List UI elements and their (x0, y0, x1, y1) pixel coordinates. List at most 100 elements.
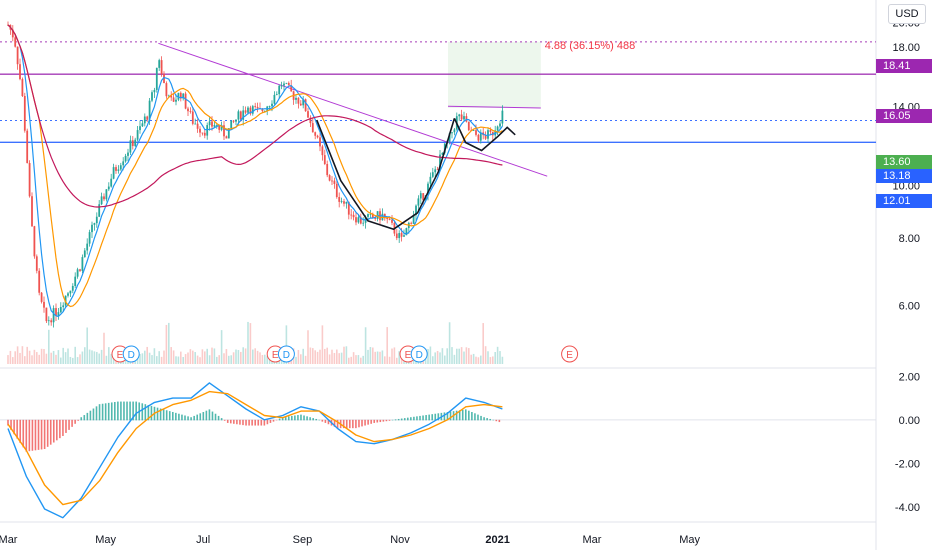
candle-body (302, 99, 305, 106)
candle-body (100, 196, 103, 205)
candle-body (287, 82, 290, 86)
candle-body (177, 92, 180, 100)
volume-bar (324, 348, 326, 364)
volume-bar (156, 356, 158, 364)
volume-bar (40, 348, 43, 364)
histogram-bar (416, 416, 418, 421)
candle-body (434, 169, 437, 173)
volume-bar (160, 356, 163, 364)
histogram-bar (226, 419, 229, 423)
price-tick-label: 10.00 (892, 180, 920, 192)
histogram-bar (80, 417, 83, 421)
histogram-bar (492, 419, 495, 421)
candle-body (215, 124, 218, 126)
volume-bar (367, 349, 369, 364)
volume-bar (460, 347, 463, 364)
volume-bar (230, 355, 232, 364)
time-tick-label: 2021 (485, 534, 509, 546)
candle-body (112, 167, 115, 179)
volume-bar (326, 347, 328, 364)
candle-body (134, 139, 137, 147)
candle-body (369, 213, 372, 215)
volume-bar (468, 348, 470, 364)
candle-body (98, 204, 101, 217)
histogram-bar (324, 419, 327, 423)
oscillator-tick-label: -4.00 (895, 502, 920, 514)
histogram-bar (147, 405, 150, 421)
candle-body (95, 216, 98, 224)
volume-bar (86, 327, 88, 364)
event-circle (277, 345, 295, 363)
histogram-bar (495, 419, 498, 422)
histogram-bar (104, 403, 107, 421)
histogram-bar (34, 419, 37, 451)
histogram-bar (156, 407, 159, 421)
histogram-bar (110, 402, 113, 421)
candle-body (141, 123, 144, 127)
currency-button[interactable]: USD (888, 4, 926, 24)
histogram-bar (120, 401, 122, 421)
candle-body (439, 154, 441, 170)
candle-body (309, 117, 312, 124)
candle-body (43, 301, 45, 308)
histogram-bar (175, 412, 177, 421)
volume-bar (480, 355, 482, 364)
histogram-bar (410, 417, 412, 421)
volume-bar (494, 352, 496, 364)
volume-bar (151, 355, 153, 364)
volume-bar (484, 346, 487, 364)
volume-bar (141, 353, 144, 364)
volume-bar (295, 356, 297, 364)
event-label: D (128, 350, 135, 361)
candle-body (148, 100, 151, 120)
volume-bar (256, 350, 259, 364)
histogram-bar (486, 418, 488, 421)
candle-body (436, 169, 439, 171)
histogram-bar (428, 414, 430, 421)
volume-bar (338, 353, 340, 364)
moving-average-mid (7, 24, 503, 308)
candle-body (110, 178, 113, 187)
volume-bar (144, 350, 146, 364)
candle-body (189, 111, 192, 112)
candle-body (172, 97, 175, 102)
volume-bar (60, 357, 62, 364)
volume-bar (112, 356, 115, 364)
histogram-bar (95, 406, 98, 421)
volume-bar (196, 355, 199, 364)
histogram-bar (77, 419, 79, 421)
histogram-bar (379, 419, 382, 423)
histogram-bar (498, 419, 501, 423)
volume-bar (98, 353, 100, 364)
histogram-bar (74, 419, 76, 424)
volume-bar (139, 353, 141, 364)
volume-bar (105, 355, 108, 364)
volume-bar (211, 347, 213, 364)
histogram-bar (315, 418, 318, 421)
volume-bar (314, 350, 316, 364)
candle-body (458, 114, 461, 117)
histogram-bar (52, 419, 55, 443)
volume-bar (72, 357, 74, 364)
histogram-bar (287, 416, 290, 421)
volume-bar (487, 351, 489, 364)
candle-body (129, 140, 132, 153)
candle-body (86, 243, 89, 251)
candle-body (71, 285, 74, 291)
volume-bar (225, 349, 228, 364)
volume-bar (300, 354, 302, 364)
volume-bar (48, 329, 50, 364)
histogram-bar (233, 419, 235, 424)
candle-body (153, 89, 156, 93)
candle-body (26, 130, 29, 164)
candle-body (45, 307, 48, 322)
candle-body (247, 107, 249, 113)
candle-body (487, 130, 489, 139)
candle-body (271, 103, 273, 107)
volume-bar (372, 347, 374, 364)
volume-bar (33, 349, 36, 364)
volume-bar (254, 348, 256, 364)
volume-bar (96, 351, 98, 364)
